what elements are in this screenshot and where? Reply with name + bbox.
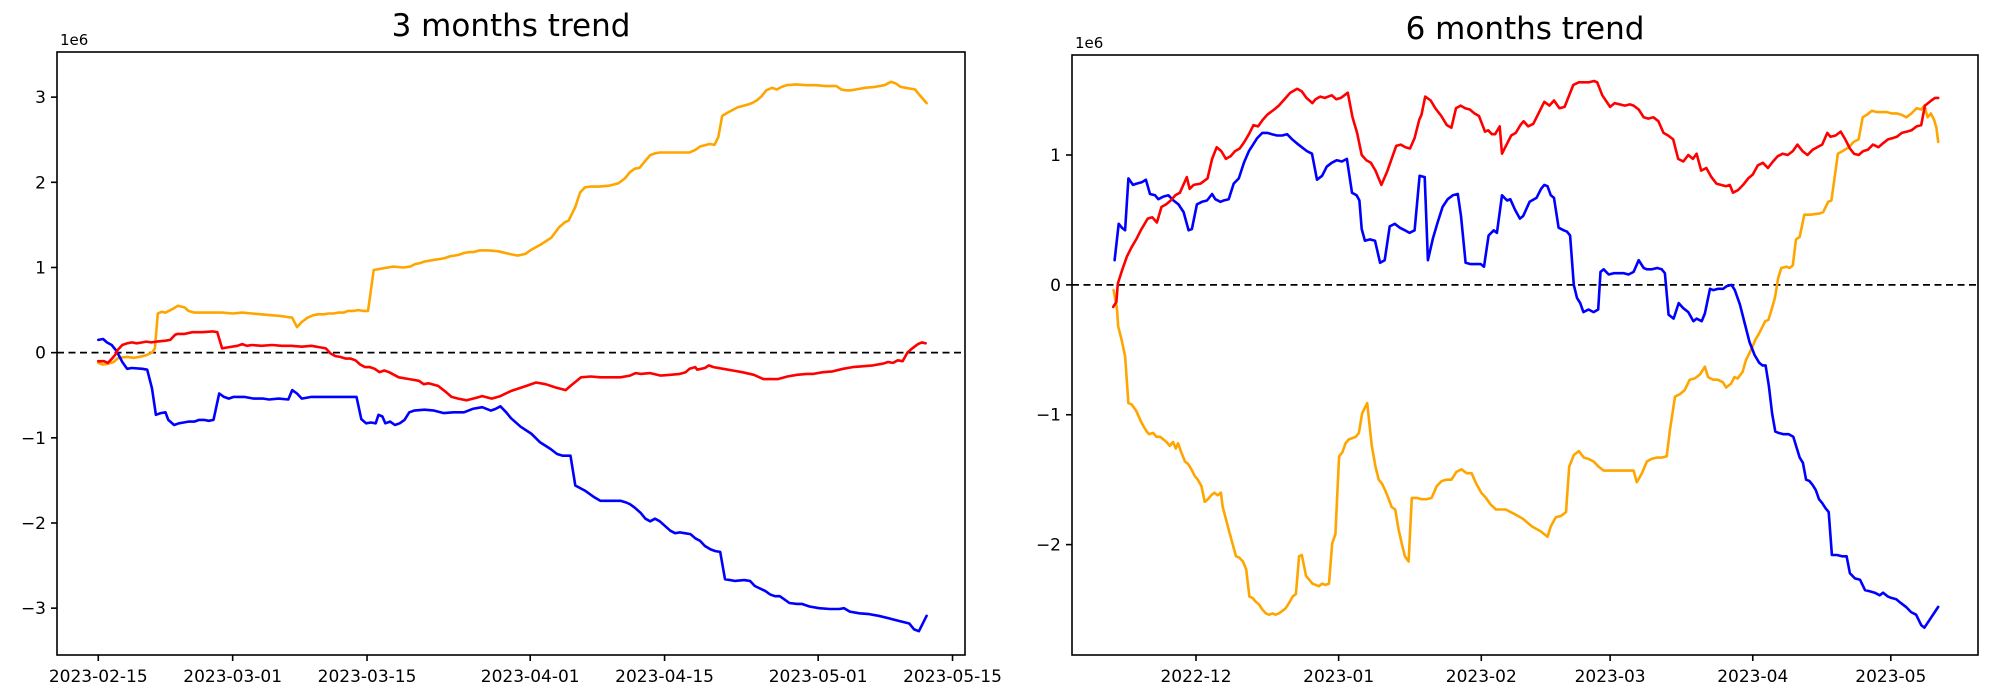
plot-frame <box>56 51 966 656</box>
x-tick-label: 2023-05-15 <box>903 667 1002 687</box>
series-line-red <box>1111 79 1940 309</box>
series-line-orange <box>97 80 928 366</box>
x-tick-label: 2023-03 <box>1575 667 1646 687</box>
y-tick-label: 0 <box>35 344 46 364</box>
chart-1: 2022-12 2023-01 2023-02 2023-03 2023-04 2023-… <box>1036 11 1979 687</box>
x-tick-label: 2023-03-15 <box>318 667 417 687</box>
series-line-red <box>97 330 927 402</box>
y-tick-label: 1 <box>35 258 46 278</box>
series-line-orange <box>1112 104 1940 617</box>
x-tick-label: 2023-01 <box>1303 667 1374 687</box>
y-tick-label: −1 <box>21 429 46 449</box>
y-tick-label: 3 <box>35 88 46 108</box>
x-tick-label: 2023-04-15 <box>615 667 714 687</box>
chart-title: 3 months trend <box>392 8 631 44</box>
x-tick-label: 2023-04-01 <box>481 667 580 687</box>
x-tick-label: 2023-03-01 <box>183 667 282 687</box>
y-tick-label: −3 <box>21 599 46 619</box>
y-axis-offset-label: 1e6 <box>60 31 88 49</box>
series-line-blue <box>1113 131 1940 630</box>
x-tick-label: 2023-02 <box>1446 667 1517 687</box>
y-tick-label: 0 <box>1050 276 1061 296</box>
x-tick-label: 2023-04 <box>1717 667 1788 687</box>
series-line-blue <box>97 337 928 633</box>
chart-title: 6 months trend <box>1406 11 1645 47</box>
y-tick-label: −2 <box>1036 536 1061 556</box>
x-tick-label: 2022-12 <box>1160 667 1231 687</box>
y-tick-label: −2 <box>21 514 46 534</box>
plot-frame <box>1071 54 1979 656</box>
x-tick-label: 2023-05-01 <box>769 667 868 687</box>
y-tick-label: −1 <box>1036 406 1061 426</box>
x-tick-label: 2023-05 <box>1855 667 1926 687</box>
y-axis-offset-label: 1e6 <box>1075 34 1103 52</box>
chart-0: 2023-02-15 2023-03-01 2023-03-15 2023-04-01… <box>21 8 1002 687</box>
y-tick-label: 2 <box>35 173 46 193</box>
y-tick-label: 1 <box>1050 146 1061 166</box>
x-tick-label: 2023-02-15 <box>49 667 148 687</box>
